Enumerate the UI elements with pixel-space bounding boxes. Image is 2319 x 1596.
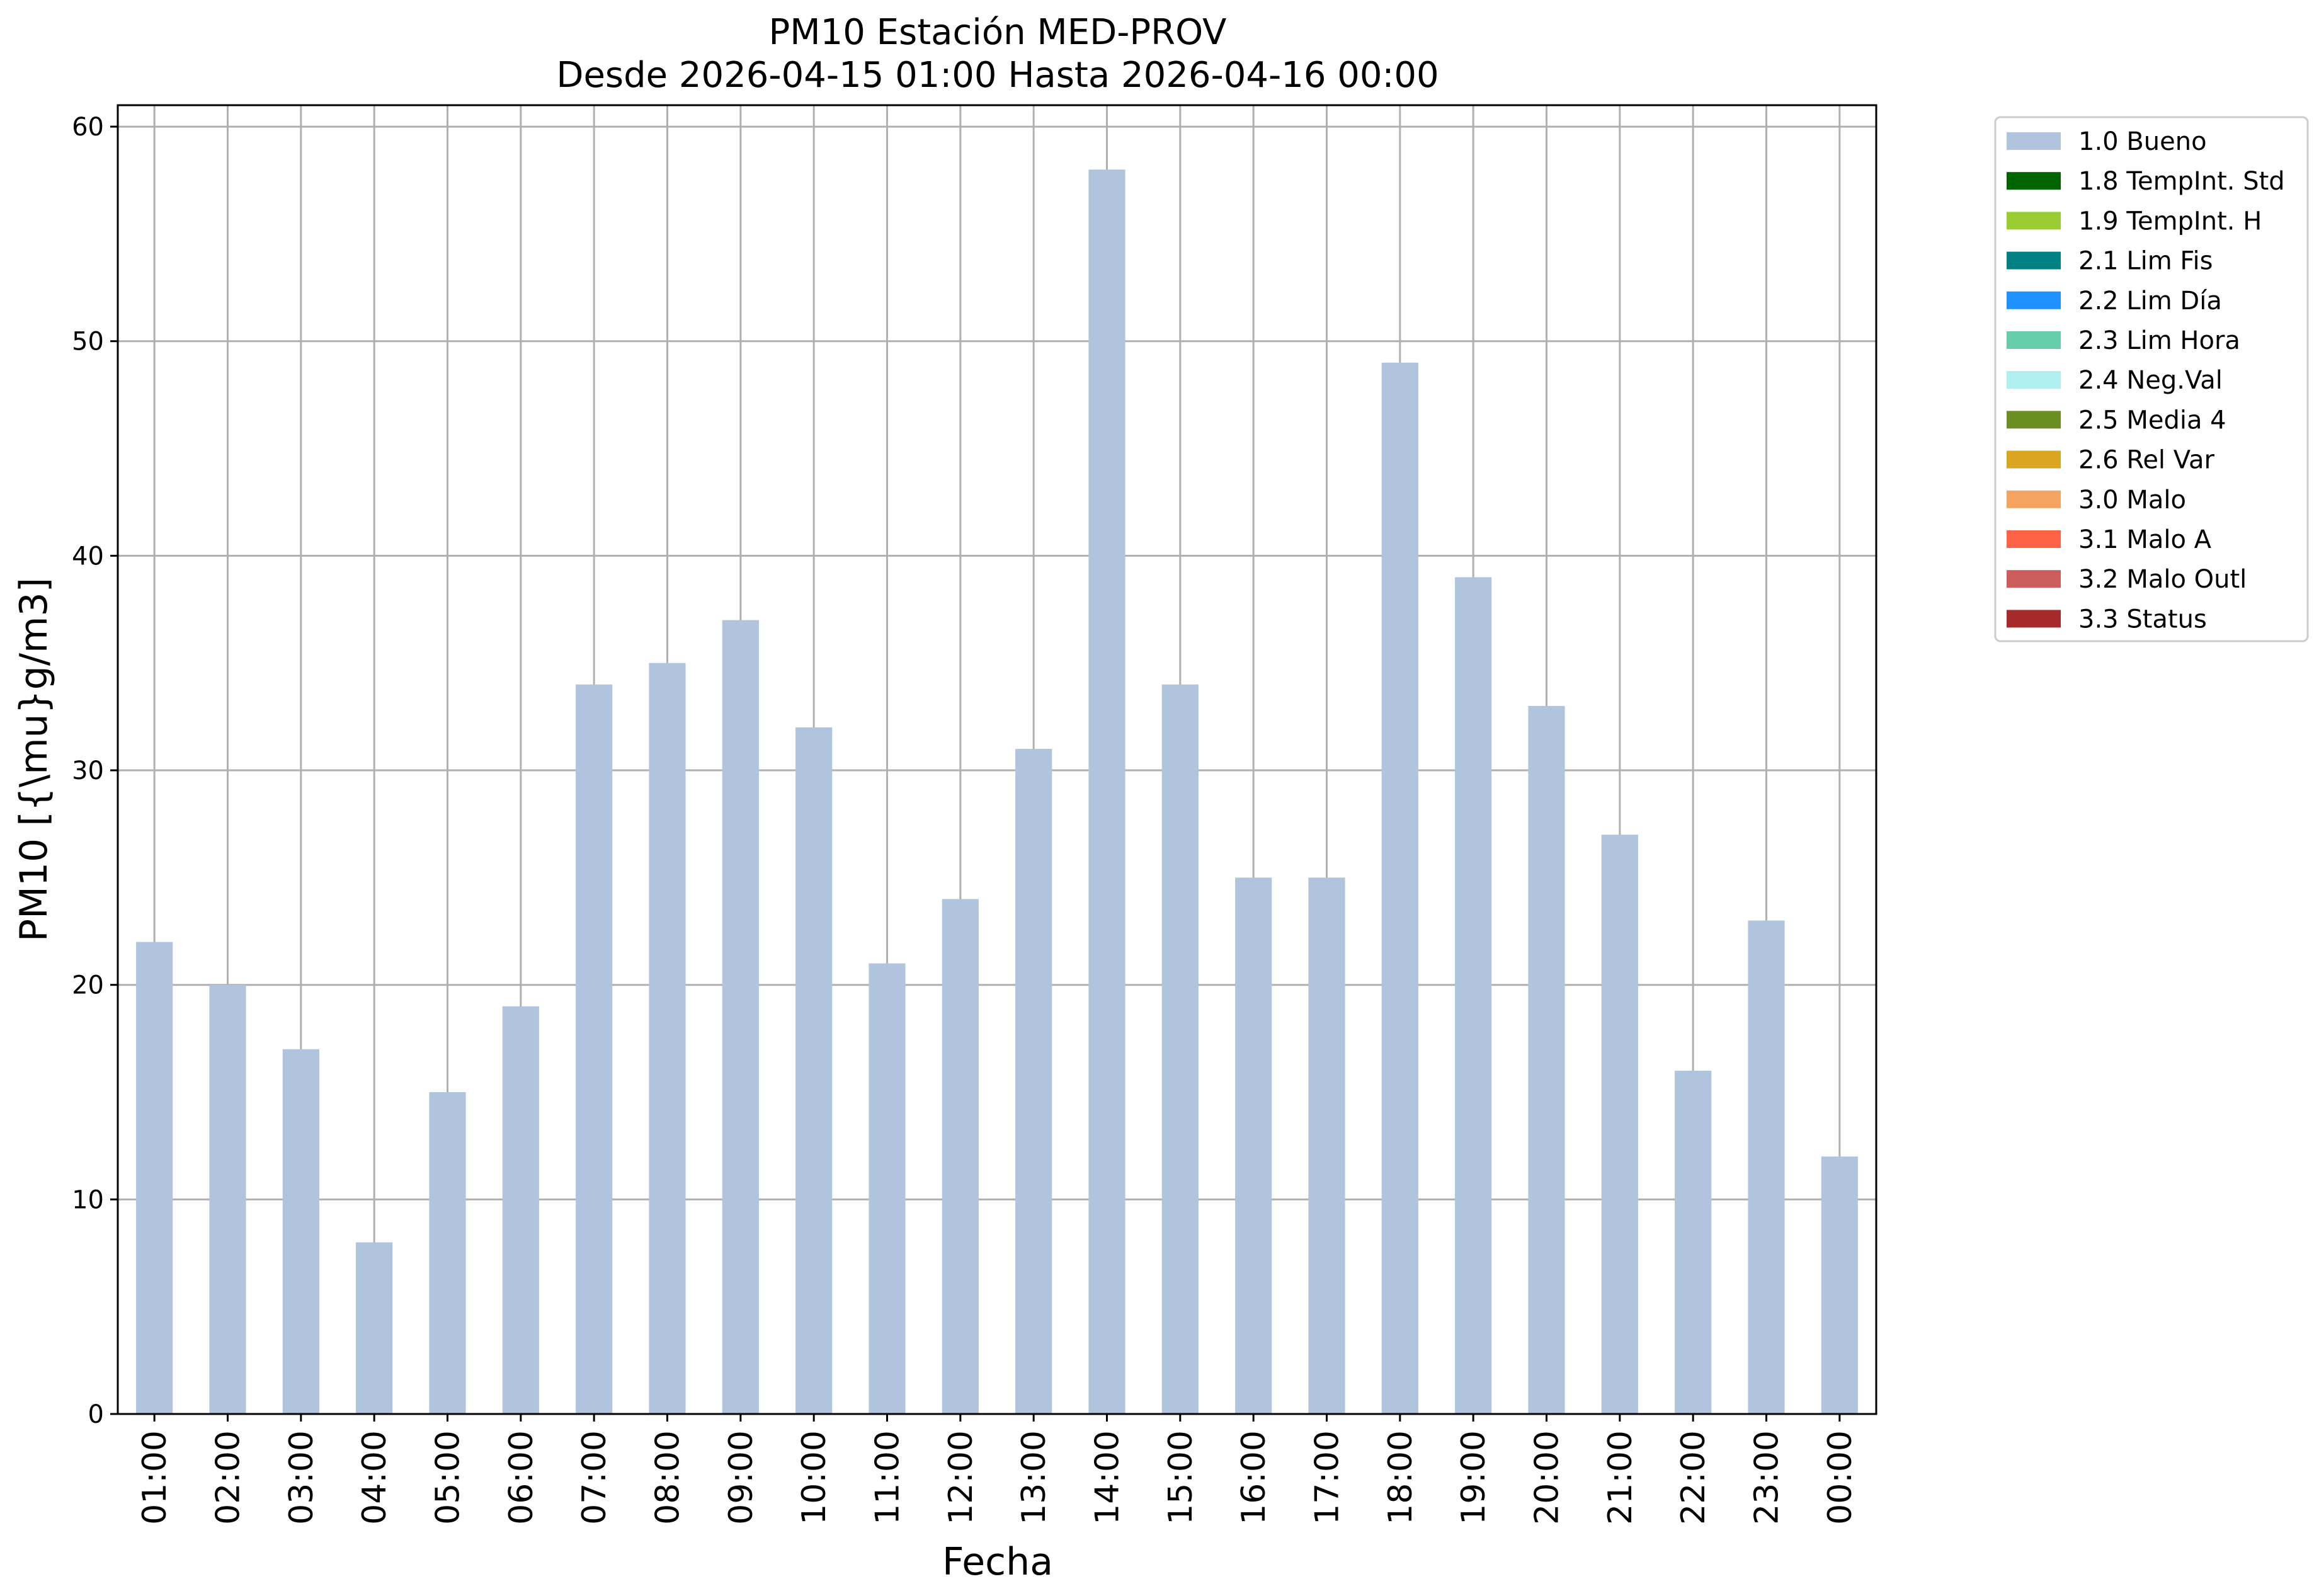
legend-swatch [2007,411,2061,429]
legend-label: 2.3 Lim Hora [2078,326,2240,355]
legend-swatch [2007,251,2061,270]
bar [1088,169,1125,1414]
bar [869,963,906,1414]
x-tick-label: 01:00 [136,1430,174,1525]
legend-swatch [2007,570,2061,588]
legend-label: 2.4 Neg.Val [2078,366,2223,395]
legend-swatch [2007,132,2061,150]
y-axis: 0 10 20 30 40 50 60 [72,113,118,1429]
x-axis: 01:00 02:00 03:00 04:00 05:00 06:00 07:00 08:00… [136,1414,1859,1525]
legend-swatch [2007,172,2061,190]
x-tick-label: 00:00 [1821,1430,1859,1525]
y-tick-label: 20 [72,971,104,1000]
legend-swatch [2007,291,2061,309]
plot-frame [117,104,1877,1415]
x-tick-label: 02:00 [210,1430,248,1525]
y-tick-label: 50 [72,328,104,356]
bar [1308,877,1345,1414]
y-tick-label: 10 [72,1185,104,1214]
bar [1601,835,1638,1414]
y-tick-label: 60 [72,113,104,142]
x-tick-label: 09:00 [722,1430,760,1525]
legend-label: 1.9 TempInt. H [2078,207,2262,236]
x-tick-label: 15:00 [1162,1430,1200,1525]
x-tick-label: 23:00 [1748,1430,1786,1525]
bar [1161,684,1199,1414]
legend-swatch [2007,530,2061,548]
bar [502,1006,539,1414]
legend-swatch [2007,450,2061,469]
x-tick-label: 18:00 [1382,1430,1420,1525]
bar [282,1049,319,1414]
x-tick-label: 10:00 [795,1430,833,1525]
chart-subtitle: Desde 2026-04-15 01:00 Hasta 2026-04-16 … [556,55,1439,96]
x-tick-label: 04:00 [356,1430,394,1525]
x-tick-label: 16:00 [1235,1430,1273,1525]
bar [1528,705,1565,1414]
legend-swatch [2007,490,2061,508]
x-tick-label: 17:00 [1309,1430,1347,1525]
x-tick-label: 21:00 [1602,1430,1639,1525]
bar [209,984,246,1414]
x-tick-label: 11:00 [869,1430,907,1525]
y-tick-label: 30 [72,756,104,785]
bar [1015,748,1052,1414]
legend-label: 2.2 Lim Día [2078,287,2222,316]
y-axis-label: PM10 [{\mu}g/m3] [12,578,56,942]
chart-title: PM10 Estación MED-PROV [769,12,1227,53]
legend-frame [1994,116,2309,642]
legend-label: 1.0 Bueno [2078,127,2207,156]
bar [1381,362,1418,1414]
x-tick-label: 12:00 [942,1430,980,1525]
legend-swatch [2007,610,2061,628]
bar [1748,920,1785,1414]
x-tick-label: 07:00 [576,1430,613,1525]
bar [649,663,686,1414]
x-tick-label: 13:00 [1015,1430,1053,1525]
x-tick-label: 20:00 [1529,1430,1566,1525]
x-tick-label: 06:00 [503,1430,540,1525]
bar [429,1092,466,1414]
legend-label: 1.8 TempInt. Std [2078,167,2285,196]
bar [576,684,613,1414]
bar [1821,1156,1858,1414]
legend-label: 3.1 Malo A [2078,525,2212,554]
x-tick-label: 19:00 [1455,1430,1493,1525]
legend-label: 3.3 Status [2078,605,2207,634]
legend-label: 2.1 Lim Fis [2078,247,2213,276]
x-tick-label: 14:00 [1089,1430,1127,1525]
bar [136,942,173,1414]
legend-swatch [2007,371,2061,389]
legend-label: 3.0 Malo [2078,486,2186,515]
bar [356,1242,393,1414]
bar [722,620,759,1415]
y-tick-label: 40 [72,542,104,571]
bar-layer [136,169,1858,1415]
y-tick-label: 0 [88,1400,104,1429]
legend-label: 2.5 Media 4 [2078,406,2226,435]
bar [1235,877,1272,1414]
legend-label: 2.6 Rel Var [2078,446,2215,475]
bar [795,727,833,1414]
bar [1455,577,1492,1414]
x-tick-label: 05:00 [430,1430,467,1525]
bar [1675,1070,1712,1414]
legend-swatch [2007,331,2061,349]
legend-label: 3.2 Malo Outl [2078,565,2247,594]
x-tick-label: 22:00 [1675,1430,1712,1525]
x-axis-label: Fecha [942,1540,1053,1584]
x-tick-label: 03:00 [283,1430,321,1525]
bar [942,899,979,1414]
x-tick-label: 08:00 [649,1430,687,1525]
legend-swatch [2007,212,2061,230]
legend: 1.0 Bueno 1.8 TempInt. Std 1.9 TempInt. H 2… [1994,116,2309,642]
